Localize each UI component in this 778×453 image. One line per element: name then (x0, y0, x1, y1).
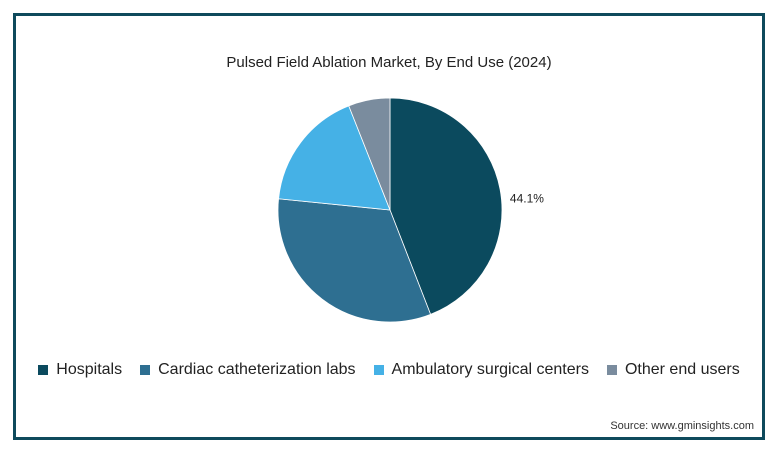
legend-item: Other end users (606, 361, 740, 379)
legend-swatch (38, 365, 49, 375)
legend-label: Cardiac catheterization labs (158, 361, 356, 378)
pie-slice-ambulatory-surgical-centers (278, 105, 391, 211)
pie-slice-cardiac-catheterization-labs (277, 198, 432, 323)
chart-legend: Hospitals Cardiac catheterization labs Amb… (16, 361, 762, 379)
legend-swatch (606, 365, 617, 375)
chart-title: Pulsed Field Ablation Market, By End Use… (226, 54, 552, 71)
data-label: 44.1% (510, 192, 544, 206)
source-note: Source: www.gminsights.com (610, 420, 754, 432)
pie-slice-other-end-users (348, 97, 391, 211)
legend-swatch (373, 365, 384, 375)
legend-swatch (140, 365, 151, 375)
pie-slice-hospitals (389, 97, 503, 315)
legend-label: Ambulatory surgical centers (391, 361, 589, 378)
legend-item: Cardiac catheterization labs (140, 361, 356, 379)
legend-item: Ambulatory surgical centers (373, 361, 589, 379)
legend-label: Hospitals (56, 361, 123, 378)
pie-chart: 44.1% (277, 97, 544, 323)
legend-item: Hospitals (38, 361, 122, 379)
legend-label: Other end users (624, 361, 740, 378)
chart-frame: Pulsed Field Ablation Market, By End Use… (13, 13, 765, 440)
